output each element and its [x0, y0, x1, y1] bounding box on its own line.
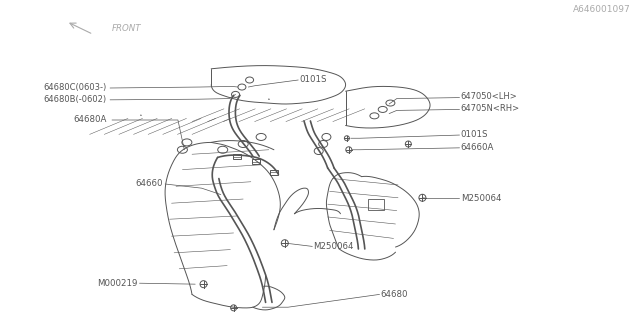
Text: 64680C(0603-): 64680C(0603-)	[44, 83, 107, 92]
Text: M250064: M250064	[314, 242, 354, 251]
Text: FRONT: FRONT	[112, 24, 141, 33]
Text: M250064: M250064	[461, 194, 501, 203]
Text: 64680: 64680	[381, 290, 408, 299]
Bar	[270, 170, 278, 175]
Text: A646001097: A646001097	[573, 5, 630, 14]
Bar	[252, 159, 260, 164]
Text: 64660: 64660	[136, 180, 163, 188]
Text: 64705N<RH>: 64705N<RH>	[461, 104, 520, 113]
Text: 0101S: 0101S	[461, 130, 488, 139]
Text: 0101S: 0101S	[300, 75, 327, 84]
Text: M000219: M000219	[97, 279, 138, 288]
Text: 64660A: 64660A	[461, 143, 494, 152]
Bar	[233, 154, 241, 159]
Text: 64680B(-0602): 64680B(-0602)	[44, 95, 107, 104]
Bar	[369, 198, 384, 210]
Text: 64680A: 64680A	[74, 116, 107, 124]
Text: 647050<LH>: 647050<LH>	[461, 92, 518, 101]
